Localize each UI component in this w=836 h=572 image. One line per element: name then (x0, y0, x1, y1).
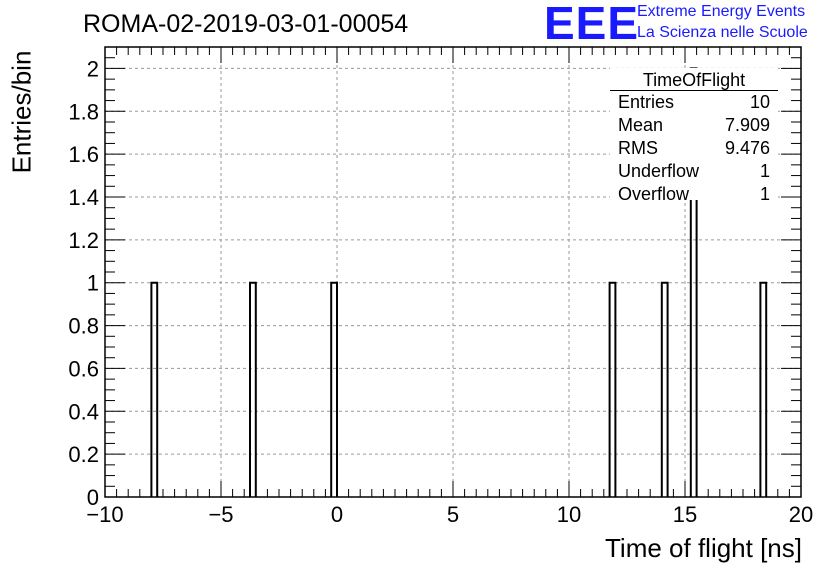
x-tick-label: 10 (557, 502, 581, 527)
x-tick-labels: −10 −5 0 5 10 15 20 (86, 502, 813, 527)
stats-label: Entries (618, 92, 675, 112)
stats-box: TimeOfFlight Entries 10 Mean 7.909 RMS 9… (610, 68, 778, 204)
y-tick-label: 0.2 (68, 442, 99, 467)
stats-divider (610, 90, 778, 91)
stats-label: Mean (618, 115, 664, 135)
stats-row-overflow: Overflow 1 (618, 184, 770, 206)
stats-row-mean: Mean 7.909 (618, 115, 770, 137)
x-tick-label: 20 (789, 502, 813, 527)
stats-value: 7.909 (724, 115, 770, 135)
y-tick-label: 0.4 (68, 399, 99, 424)
stats-row-underflow: Underflow 1 (618, 161, 770, 183)
x-axis-label: Time of flight [ns] (605, 533, 802, 563)
stats-value: 1 (759, 161, 770, 181)
histogram-bin (249, 281, 257, 497)
stats-row-entries: Entries 10 (618, 92, 770, 114)
axis-ticks (104, 46, 802, 498)
eee-logo: EEE (544, 0, 640, 49)
y-tick-label: 1.8 (68, 99, 99, 124)
y-tick-label: 1.4 (68, 185, 99, 210)
x-tick-label: 5 (447, 502, 459, 527)
histogram-bin (608, 281, 617, 497)
y-axis-label: Entries/bin (6, 50, 37, 174)
stats-title: TimeOfFlight (642, 70, 746, 90)
stats-label: Underflow (618, 161, 700, 181)
y-tick-label: 1 (87, 271, 99, 296)
stats-label: Overflow (618, 184, 690, 204)
y-tick-labels: 0 0.2 0.4 0.6 0.8 1 1.2 1.4 1.6 1.8 2 (68, 56, 99, 510)
histogram-bin (660, 281, 669, 497)
logo-caption-line1: Extreme Energy Events (637, 3, 806, 20)
histogram-bin (150, 281, 159, 497)
y-tick-label: 0 (87, 485, 99, 510)
stats-label: RMS (618, 138, 658, 158)
logo-caption-line2: La Scienza nelle Scuole (637, 24, 808, 41)
stats-value: 10 (749, 92, 770, 112)
stats-row-rms: RMS 9.476 (618, 138, 770, 160)
x-tick-label: 15 (673, 502, 697, 527)
stats-value: 1 (759, 184, 770, 204)
y-tick-label: 1.6 (68, 142, 99, 167)
x-tick-label: −5 (208, 502, 233, 527)
y-tick-label: 0.6 (68, 356, 99, 381)
x-tick-label: −10 (86, 502, 123, 527)
x-tick-label: 0 (331, 502, 343, 527)
y-tick-label: 2 (87, 56, 99, 81)
histogram-bin (330, 281, 338, 497)
stats-value: 9.476 (724, 138, 770, 158)
chart-title: ROMA-02-2019-03-01-00054 (83, 10, 409, 38)
y-tick-label: 0.8 (68, 314, 99, 339)
histogram-bin (759, 281, 768, 497)
y-tick-label: 1.2 (68, 228, 99, 253)
